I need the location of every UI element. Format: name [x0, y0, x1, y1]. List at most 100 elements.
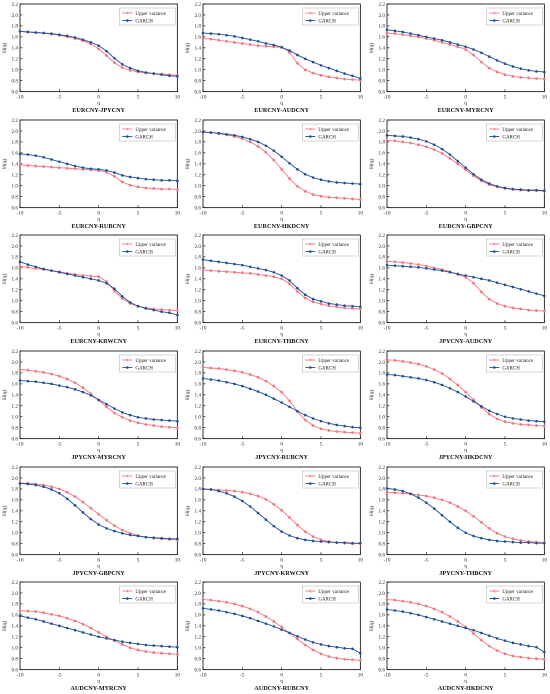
upper-variance-point [175, 187, 179, 191]
garch-point [448, 152, 451, 156]
chart-panel: 0.6 0.8 1.0 1.2 1.4 1.6 1.8 2.0 2.2 -10 -5 0 5 10 q H(q… [184, 233, 363, 345]
y-tick-label: 1.0 [195, 183, 202, 189]
garch-point [58, 271, 61, 274]
garch-point [511, 286, 514, 289]
y-tick-label: 1.0 [378, 183, 385, 189]
upper-variance-point [42, 483, 46, 487]
garch-point [217, 131, 221, 135]
y-tick-label: 2.2 [12, 2, 19, 8]
upper-variance-point [311, 192, 315, 196]
legend-garch-label: GARCH [135, 19, 153, 24]
x-tick-label: -10 [17, 442, 24, 448]
garch-point [456, 390, 459, 394]
garch-point [471, 48, 475, 51]
upper-variance-point [26, 163, 30, 167]
garch-point [42, 381, 45, 385]
x-tick-label: 10 [358, 557, 364, 563]
legend-upper-label: Upper variance [502, 590, 533, 595]
y-tick-label: 0.6 [195, 552, 202, 558]
upper-variance-line [19, 266, 178, 312]
x-tick-label: 5 [503, 673, 506, 679]
upper-variance-point [408, 141, 412, 145]
x-tick-label: -5 [57, 557, 62, 563]
y-tick-label: 1.8 [12, 371, 19, 377]
legend-garch-label: GARCH [135, 135, 153, 140]
upper-variance-point [256, 144, 260, 148]
upper-variance-point [319, 652, 323, 656]
upper-variance-point [18, 368, 22, 372]
upper-variance-point [503, 420, 507, 424]
y-tick-label: 0.8 [378, 657, 385, 663]
legend-box [119, 586, 176, 604]
garch-point [359, 182, 362, 186]
upper-variance-point [319, 73, 323, 77]
garch-point [257, 390, 260, 393]
upper-variance-point [503, 73, 507, 77]
upper-variance-line [203, 488, 361, 544]
upper-variance-point [89, 42, 93, 46]
garch-point [42, 31, 45, 35]
legend-upper-label: Upper variance [135, 474, 166, 479]
garch-point [327, 179, 331, 183]
y-tick-label: 0.8 [12, 426, 19, 432]
garch-point [327, 645, 331, 648]
upper-variance-point [511, 74, 515, 78]
upper-variance-point [463, 276, 467, 280]
legend-garch-label: GARCH [502, 366, 520, 371]
upper-variance-point [416, 602, 420, 606]
y-tick-label: 1.2 [12, 288, 19, 294]
garch-point [542, 420, 546, 423]
upper-variance-point [479, 638, 483, 642]
upper-variance-point [518, 75, 522, 79]
garch-point [327, 302, 331, 306]
x-axis-label: q [464, 332, 467, 338]
x-tick-label: 5 [137, 326, 140, 332]
garch-point [264, 144, 268, 147]
garch-point [335, 303, 339, 307]
y-tick-label: 1.8 [195, 371, 202, 377]
y-tick-label: 1.8 [195, 486, 202, 492]
upper-variance-point [272, 384, 276, 388]
garch-point [424, 267, 428, 271]
upper-variance-point [448, 43, 452, 47]
upper-variance-point [319, 302, 323, 306]
upper-variance-point [18, 163, 22, 167]
garch-point [424, 35, 428, 39]
legend-upper-label: Upper variance [319, 474, 350, 479]
y-tick-label: 1.8 [378, 602, 385, 608]
garch-point [65, 162, 69, 165]
garch-point [58, 384, 61, 387]
x-tick-label: 0 [281, 557, 284, 563]
garch-point [120, 411, 124, 414]
upper-variance-point [343, 77, 347, 81]
x-tick-label: -5 [240, 442, 245, 448]
garch-line [19, 30, 178, 77]
upper-variance-point [209, 366, 213, 370]
upper-variance-point [209, 598, 213, 602]
y-tick-label: 1.0 [378, 646, 385, 652]
x-axis-label: q [281, 679, 284, 685]
upper-variance-point [511, 536, 515, 540]
x-tick-label: 0 [97, 442, 100, 448]
upper-variance-point [272, 45, 276, 49]
upper-variance-point [233, 489, 237, 493]
legend-garch-label: GARCH [502, 135, 520, 140]
upper-variance-point [400, 600, 404, 604]
garch-point [542, 651, 546, 654]
legend-box [485, 123, 543, 141]
garch-point [26, 482, 30, 485]
legend-garch-marker [126, 19, 129, 22]
x-tick-label: 10 [358, 442, 364, 448]
chart-panel: 0.6 0.8 1.0 1.2 1.4 1.6 1.8 2.0 2.2 -10 -5 0 5 10 q H(q… [184, 117, 363, 229]
garch-point [393, 134, 396, 137]
y-tick-label: 1.0 [378, 530, 385, 536]
legend-box [302, 123, 359, 141]
upper-variance-point [463, 168, 467, 172]
garch-point [456, 43, 459, 46]
upper-variance-point [112, 289, 116, 293]
upper-variance-point [424, 604, 428, 608]
garch-point [511, 65, 514, 68]
upper-variance-point [233, 40, 237, 44]
garch-point [176, 537, 179, 540]
garch-point [65, 497, 69, 500]
